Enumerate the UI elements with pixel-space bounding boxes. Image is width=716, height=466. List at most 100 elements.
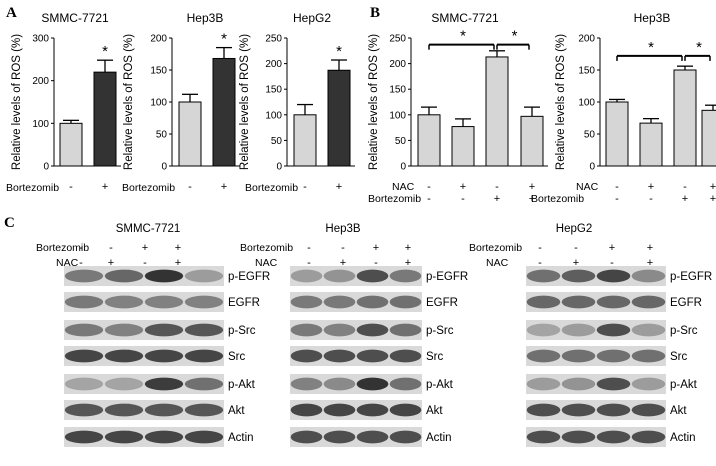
y-tick-label: 50 (156, 130, 168, 141)
y-tick-label: 50 (271, 136, 283, 147)
blot-band (184, 377, 224, 391)
blot-band (561, 349, 596, 363)
y-tick-label: 100 (578, 98, 595, 109)
blot-title: HepG2 (556, 223, 592, 235)
blot-band (184, 430, 224, 444)
blot-band (526, 430, 561, 444)
chart-1: Hep3B Relative levels of ROS (%) 0 50 100 150… (122, 11, 240, 194)
treatment-sign: + (108, 257, 114, 269)
blot-band (104, 377, 144, 391)
treatment-label: Bortezomib (469, 242, 522, 254)
blot-strip (526, 266, 666, 286)
treatment-sign: + (647, 242, 653, 254)
blot-band (144, 295, 184, 309)
condition-label: Bortezomib (531, 193, 584, 205)
blot-band (323, 403, 356, 417)
treatment-sign: - (79, 257, 83, 269)
blot-band (596, 269, 631, 283)
condition-sign: - (303, 181, 307, 193)
band-label: Akt (228, 405, 245, 417)
blot-band (323, 377, 356, 391)
blot-title: SMMC-7721 (116, 223, 181, 235)
blot-band (104, 349, 144, 363)
condition-label: NAC (392, 181, 415, 193)
treatment-sign: - (79, 242, 83, 254)
condition-sign: + (221, 181, 227, 193)
blot-band (356, 377, 389, 391)
blot-band (64, 323, 104, 337)
treatment-sign: - (307, 242, 311, 254)
blot-strip (526, 320, 666, 340)
treatment-sign: + (405, 257, 411, 269)
condition-sign: + (648, 181, 654, 193)
blot-strip (64, 320, 224, 340)
condition-sign: - (427, 181, 431, 193)
treatment-sign: + (142, 242, 148, 254)
blot-band (631, 377, 666, 391)
blot-band (184, 349, 224, 363)
condition-sign: - (427, 193, 431, 205)
treatment-sign: - (109, 242, 113, 254)
treatment-sign: + (405, 242, 411, 254)
bar (327, 69, 351, 167)
band-label: Akt (426, 405, 443, 417)
blot-panel-1: Hep3B Bortezomib - - + + NAC - + - + p-EGFR EGFR p-Sr… (240, 223, 468, 447)
band-label: Actin (670, 432, 696, 444)
treatment-label: NAC (486, 257, 509, 269)
blot-band (526, 349, 561, 363)
y-tick-label: 50 (395, 136, 407, 147)
blot-band (104, 269, 144, 283)
condition-sign: + (102, 181, 108, 193)
treatment-sign: + (573, 257, 579, 269)
blot-band (389, 403, 422, 417)
chart-title: HepG2 (293, 11, 331, 25)
condition-sign: + (336, 181, 342, 193)
blot-strip (64, 346, 224, 366)
chart-title: SMMC-7721 (41, 11, 109, 25)
significance-star: * (102, 43, 108, 60)
blot-band (631, 403, 666, 417)
bar (673, 69, 697, 167)
y-tick-label: 250 (389, 34, 406, 45)
condition-sign: - (615, 193, 619, 205)
blot-band (631, 269, 666, 283)
blot-strip (64, 266, 224, 286)
condition-sign: - (188, 181, 192, 193)
condition-label: NAC (576, 181, 599, 193)
y-tick-label: 150 (389, 85, 406, 96)
y-axis-label: Relative levels of ROS (%) (555, 34, 567, 170)
condition-sign: + (710, 181, 716, 193)
bar (93, 71, 117, 167)
treatment-sign: + (373, 242, 379, 254)
y-tick-label: 0 (400, 162, 406, 173)
blot-band (526, 323, 561, 337)
condition-sign: + (682, 193, 688, 205)
blot-strip (526, 346, 666, 366)
significance-star: * (648, 39, 654, 56)
condition-sign: + (460, 181, 466, 193)
blot-band (64, 269, 104, 283)
blot-band (144, 349, 184, 363)
y-tick-label: 200 (150, 34, 167, 45)
band-label: Src (670, 351, 688, 363)
blot-band (389, 323, 422, 337)
blot-band (144, 377, 184, 391)
condition-sign: - (615, 181, 619, 193)
blot-strip (290, 320, 422, 340)
y-axis-label: Relative levels of ROS (%) (239, 34, 251, 170)
blot-band (389, 269, 422, 283)
blot-band (64, 430, 104, 444)
y-tick-label: 100 (389, 110, 406, 121)
blot-title: Hep3B (325, 223, 360, 235)
condition-label: Bortezomib (6, 182, 59, 194)
blot-band (323, 269, 356, 283)
significance-star: * (512, 28, 518, 45)
blot-band (561, 403, 596, 417)
condition-sign: - (649, 193, 653, 205)
y-tick-label: 0 (43, 162, 49, 173)
blot-band (64, 403, 104, 417)
blot-band (561, 295, 596, 309)
y-tick-label: 150 (150, 66, 167, 77)
chart-0: SMMC-7721 Relative levels of ROS (%) 0 100 2… (6, 11, 121, 194)
